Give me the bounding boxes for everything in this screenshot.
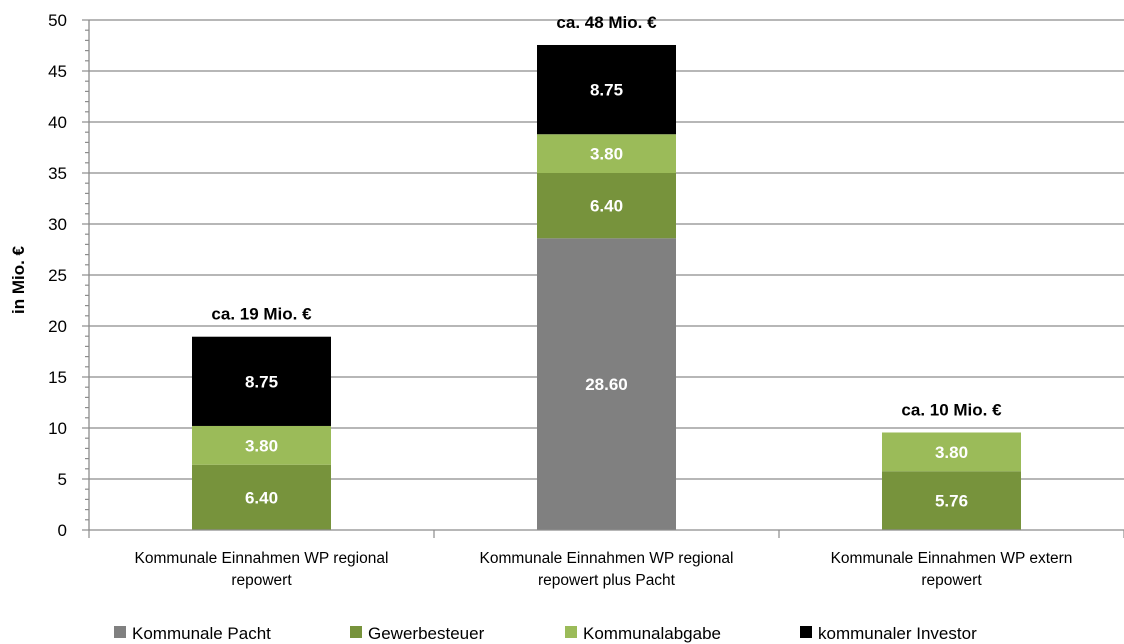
bar-segment [537, 173, 676, 239]
y-tick-label: 20 [48, 317, 67, 336]
segment-value-label: 5.76 [935, 492, 968, 511]
y-tick-label: 30 [48, 215, 67, 234]
segment-value-label: 6.40 [245, 488, 278, 507]
x-category-label: repowert [921, 572, 982, 589]
x-category-label: repowert [231, 572, 292, 589]
bar-segment [537, 238, 676, 530]
bar-segment [537, 44, 676, 135]
bar-segment [192, 425, 331, 465]
x-category-label: Kommunale Einnahmen WP regional [135, 550, 389, 567]
y-tick-label: 25 [48, 266, 67, 285]
y-tick-label: 40 [48, 113, 67, 132]
segment-value-label: 6.40 [590, 197, 623, 216]
bar-segment [192, 464, 331, 530]
y-tick-label: 50 [48, 11, 67, 30]
y-tick-label: 5 [58, 470, 67, 489]
legend: Kommunale Pacht Gewerbesteuer Kommunalabga… [114, 624, 977, 643]
bar-total-label: ca. 19 Mio. € [211, 305, 312, 324]
bar-segment [537, 134, 676, 173]
legend-label: Kommunale Pacht [132, 624, 271, 643]
x-category-label: Kommunale Einnahmen WP extern [831, 550, 1073, 567]
segment-value-label: 3.80 [935, 443, 968, 462]
x-category-label: Kommunale Einnahmen WP regional [480, 550, 734, 567]
bar-segment [882, 471, 1021, 530]
bar-total-label: ca. 48 Mio. € [556, 13, 657, 32]
bars [192, 44, 1021, 530]
y-tick-label: 15 [48, 368, 67, 387]
y-tick-label: 10 [48, 419, 67, 438]
bar-segment [192, 336, 331, 426]
bar-segment [882, 432, 1021, 472]
y-axis-title: in Mio. € [9, 245, 28, 314]
labels: 0 5 10 15 20 25 30 35 40 45 50 6.40 3.80 8.75 ca. 19 M… [48, 11, 1072, 589]
segment-value-label: 3.80 [590, 145, 623, 164]
bar-total-label: ca. 10 Mio. € [901, 400, 1002, 419]
segment-value-label: 8.75 [590, 81, 623, 100]
segment-value-label: 8.75 [245, 372, 278, 391]
x-category-label: repowert plus Pacht [538, 572, 676, 589]
legend-label: Kommunalabgabe [583, 624, 721, 643]
segment-value-label: 3.80 [245, 436, 278, 455]
legend-label: kommunaler Investor [818, 624, 977, 643]
y-tick-label: 45 [48, 62, 67, 81]
segment-value-label: 28.60 [585, 375, 628, 394]
axes [82, 19, 1124, 538]
legend-swatch [114, 626, 126, 638]
y-tick-label: 35 [48, 164, 67, 183]
legend-label: Gewerbesteuer [368, 624, 485, 643]
legend-swatch [800, 626, 812, 638]
y-tick-label: 0 [58, 521, 67, 540]
legend-swatch [565, 626, 577, 638]
legend-swatch [350, 626, 362, 638]
